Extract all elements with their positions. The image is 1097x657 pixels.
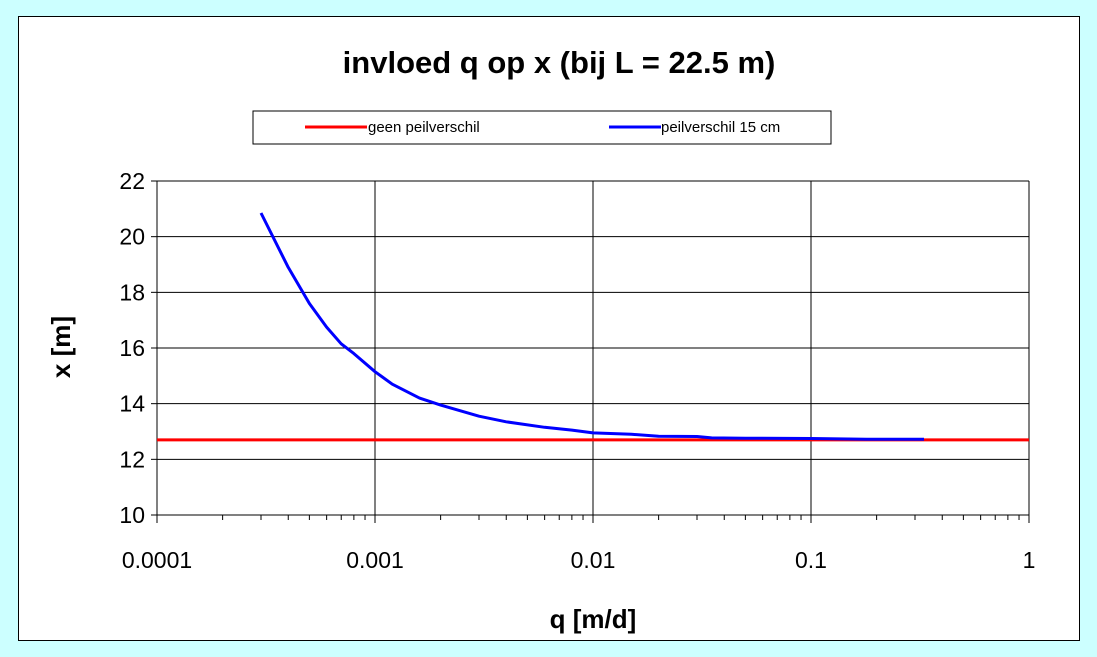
x-tick-label: 0.1 bbox=[795, 547, 827, 573]
y-tick-label: 14 bbox=[119, 391, 145, 417]
chart-area: invloed q op x (bij L = 22.5 m) geen pei… bbox=[18, 16, 1080, 641]
legend-label-series-2: peilverschil 15 cm bbox=[661, 119, 780, 136]
chart-svg: invloed q op x (bij L = 22.5 m) geen pei… bbox=[46, 45, 1035, 634]
x-axis-title: q [m/d] bbox=[550, 604, 637, 634]
legend: geen peilverschil peilverschil 15 cm bbox=[252, 110, 832, 145]
x-tick-label: 0.01 bbox=[571, 547, 616, 573]
chart-title: invloed q op x (bij L = 22.5 m) bbox=[343, 45, 776, 80]
y-tick-label: 12 bbox=[119, 446, 145, 472]
legend-label-series-1: geen peilverschil bbox=[368, 119, 480, 136]
axes: 10 12 14 16 18 20 22 0.0001 0.001 0.01 0.1 1 bbox=[119, 168, 1035, 573]
x-tick-label: 0.0001 bbox=[122, 547, 192, 573]
x-tick-label: 0.001 bbox=[346, 547, 404, 573]
y-tick-label: 10 bbox=[119, 502, 145, 528]
y-tick-label: 18 bbox=[119, 279, 145, 305]
grid bbox=[156, 180, 1030, 516]
x-tick-label: 1 bbox=[1023, 547, 1036, 573]
y-tick-label: 16 bbox=[119, 335, 145, 361]
y-tick-label: 22 bbox=[119, 168, 145, 194]
y-axis-title: x [m] bbox=[46, 316, 76, 378]
series-line-2 bbox=[259, 212, 924, 441]
y-tick-label: 20 bbox=[119, 224, 145, 250]
series bbox=[157, 212, 1029, 442]
